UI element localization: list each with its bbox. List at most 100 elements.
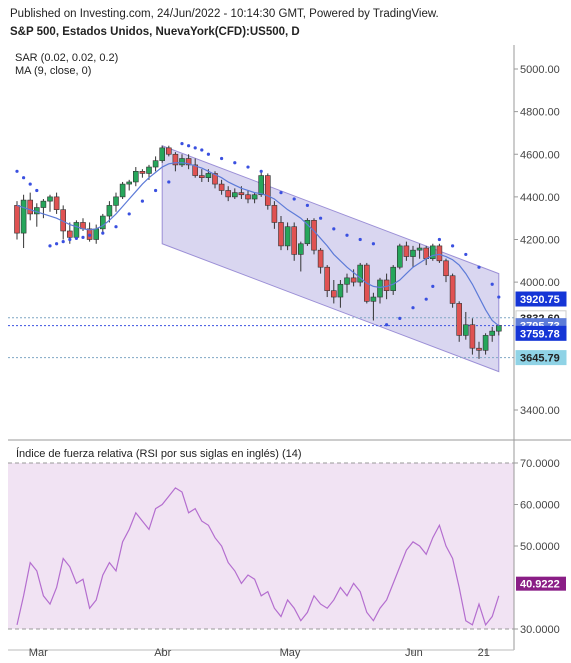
candle — [133, 171, 139, 183]
candle — [264, 175, 271, 206]
ma-indicator-label[interactable]: MA (9, close, 0) — [15, 65, 92, 77]
candle — [297, 243, 304, 255]
sar-dot — [61, 240, 65, 244]
candle — [456, 303, 463, 336]
candle — [139, 171, 146, 174]
sar-dot — [180, 141, 184, 146]
rsi-tick-label: 50.0000 — [520, 541, 560, 553]
candle — [495, 325, 502, 332]
candle — [205, 173, 212, 178]
candle — [126, 181, 132, 185]
sar-dot — [127, 212, 131, 216]
sar-dot — [259, 169, 263, 173]
candle — [344, 277, 350, 285]
sar-dot — [385, 323, 389, 327]
candle — [476, 347, 482, 351]
rsi-tick-label: 60.0000 — [520, 500, 560, 512]
sar-dot — [398, 316, 402, 320]
candle — [185, 158, 192, 166]
candle — [119, 183, 126, 198]
candle — [152, 160, 159, 168]
sar-dot — [371, 242, 375, 246]
sar-dot — [431, 284, 435, 288]
rsi-band — [8, 463, 514, 629]
candle — [416, 247, 423, 251]
sar-dot — [490, 282, 494, 286]
candle — [429, 245, 436, 259]
candle — [330, 290, 337, 298]
candle — [423, 247, 430, 259]
candle — [146, 166, 152, 174]
sar-dot — [279, 191, 283, 195]
candle — [225, 190, 231, 198]
candle — [357, 264, 364, 283]
sar-dot — [437, 237, 441, 242]
price-tick-label: 4200.00 — [520, 235, 560, 247]
ma-line — [16, 162, 500, 327]
sar-dot — [424, 297, 428, 301]
price-tag-label: 3645.79 — [520, 353, 560, 365]
sar-dot — [48, 244, 52, 248]
sar-dot — [55, 242, 59, 246]
sar-dot — [154, 188, 158, 193]
candle — [278, 222, 284, 247]
price-tick-label: 3400.00 — [520, 405, 560, 417]
sar-dot — [167, 180, 171, 184]
candle — [449, 275, 456, 304]
candle — [482, 335, 489, 351]
sar-dot — [35, 188, 39, 193]
rsi-line — [16, 487, 500, 627]
time-tick-label: Jun — [405, 647, 423, 659]
sar-dot — [114, 225, 118, 229]
candle — [271, 205, 278, 223]
sar-dot — [187, 144, 191, 148]
sar-dot — [464, 252, 468, 257]
candle — [40, 200, 47, 208]
candle — [113, 196, 119, 206]
sar-dot — [81, 235, 85, 239]
candle — [73, 222, 80, 238]
axes: 5000.00 4800.00 4600.00 4400.00 4200.00 4000.… — [8, 45, 571, 659]
sar-dot — [206, 152, 210, 156]
price-tick-label: 5000.00 — [520, 64, 560, 76]
price-pane — [8, 141, 514, 373]
candle — [443, 260, 449, 277]
sar-dot — [451, 244, 455, 248]
price-tick-label: 4600.00 — [520, 149, 560, 161]
rsi-tick-label: 30.0000 — [520, 624, 560, 636]
time-tick-label: Abr — [154, 647, 171, 659]
candle — [258, 175, 265, 196]
candle — [377, 279, 383, 298]
candle — [291, 226, 298, 255]
candle — [47, 196, 53, 202]
candle — [199, 175, 205, 178]
candle — [106, 205, 113, 217]
sar-dot — [88, 233, 92, 237]
candle — [14, 205, 20, 234]
candle — [245, 194, 251, 200]
candle — [212, 173, 218, 185]
regression-channel — [161, 145, 500, 373]
candle — [232, 192, 238, 198]
sar-dot — [319, 216, 323, 220]
sar-dot — [193, 146, 197, 150]
price-tag — [515, 350, 567, 366]
candle — [350, 277, 357, 283]
time-tick-label: May — [280, 647, 301, 659]
published-header: Published on Investing.com, 24/Jun/2022 … — [10, 8, 439, 20]
candle — [396, 245, 403, 268]
candle — [311, 220, 317, 251]
rsi-title[interactable]: Índice de fuerza relativa (RSI por sus s… — [16, 448, 302, 460]
sar-dot — [292, 197, 296, 201]
sar-dot — [200, 148, 204, 152]
candle — [172, 153, 179, 166]
candle — [179, 158, 185, 166]
sar-dot — [411, 306, 415, 310]
sar-dot — [246, 165, 250, 169]
sar-indicator-label[interactable]: SAR (0.02, 0.02, 0.2) — [15, 52, 119, 64]
rsi-pane — [8, 462, 514, 630]
rsi-current-label: 40.9222 — [520, 579, 560, 591]
sar-dot — [68, 237, 72, 242]
price-tick-label: 4800.00 — [520, 107, 560, 119]
